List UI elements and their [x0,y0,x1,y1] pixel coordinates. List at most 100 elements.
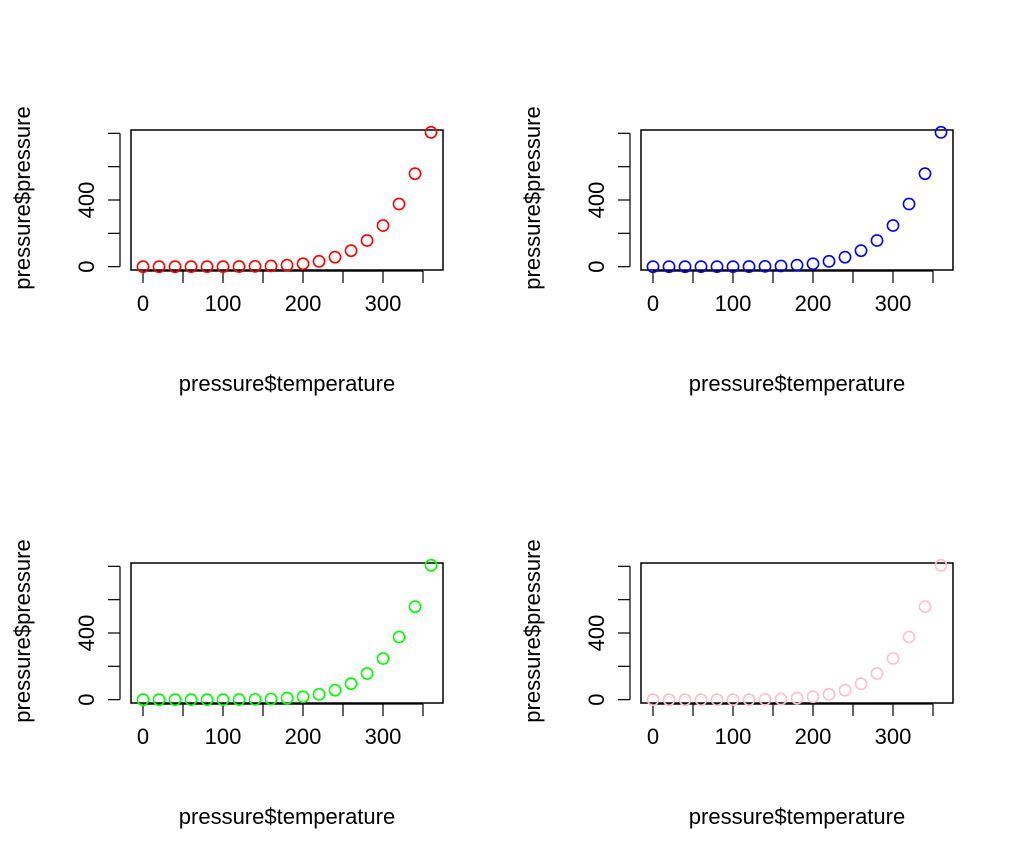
y-axis-title: pressure$pressure [10,539,35,722]
data-point [694,260,708,274]
data-point [248,259,262,273]
data-point [678,693,692,707]
x-tick-label: 200 [285,724,322,749]
y-tick-label: 400 [584,182,609,219]
data-point [886,219,900,232]
data-point [280,691,294,705]
data-point [854,677,868,691]
data-point [774,692,788,706]
data-point [232,693,246,706]
y-tick-label: 400 [74,615,99,652]
data-point [854,244,868,258]
x-tick-label: 300 [365,724,402,749]
data-point [360,234,374,247]
data-point [216,693,230,707]
data-point [296,690,310,704]
y-tick-label: 400 [584,615,609,652]
data-point [344,677,358,691]
data-point [742,260,756,273]
data-point [136,260,150,274]
x-axis-title: pressure$temperature [179,804,395,829]
plot-frame [640,129,954,271]
scatter-panel-1: 0 100 200 300 0 400 pressure$temperature pressu… [10,106,444,396]
data-point [152,260,166,274]
x-tick-label: 100 [715,724,752,749]
scatter-panel-4: 0 100 200 300 0 400 pressure$temperature pressu… [520,539,954,829]
x-tick-label: 0 [647,291,659,316]
data-point [424,558,438,572]
data-point [870,234,884,247]
data-point [312,254,326,268]
y-tick-label: 0 [584,261,609,273]
x-axis-title: pressure$temperature [689,804,905,829]
data-point [710,693,724,707]
data-point [678,260,692,274]
x-tick-label: 200 [795,291,832,316]
data-point [822,254,836,268]
data-point [184,693,198,707]
data-point [392,197,406,211]
data-point [902,630,916,644]
data-point [886,652,900,665]
scatter-panel-3: 0 100 200 300 0 400 pressure$temperature pressu… [10,539,444,829]
data-point [184,260,198,274]
data-point [726,693,740,707]
data-point [646,693,660,707]
x-tick-label: 200 [795,724,832,749]
plot-frame [640,562,954,704]
data-point [328,250,342,264]
x-axis-title: pressure$temperature [689,371,905,396]
y-tick-label: 0 [584,694,609,706]
plot-frame [130,562,444,704]
plot-frame [130,129,444,271]
data-point [312,687,326,701]
x-tick-label: 300 [875,724,912,749]
x-tick-label: 100 [715,291,752,316]
x-tick-label: 0 [137,724,149,749]
y-tick-label: 400 [74,182,99,219]
data-point [264,692,278,706]
data-point [774,259,788,273]
data-point [248,692,262,706]
data-point [424,125,438,139]
data-point [168,260,182,274]
data-point [726,260,740,274]
data-point [838,683,852,697]
x-tick-label: 200 [285,291,322,316]
x-tick-label: 100 [205,291,242,316]
data-point [662,260,676,274]
data-point [152,693,166,707]
data-point [264,259,278,273]
data-point [200,693,214,707]
data-point [646,260,660,274]
data-point [806,257,820,271]
data-point [344,244,358,258]
data-point [790,258,804,272]
x-tick-label: 100 [205,724,242,749]
data-point [376,652,390,665]
data-point [328,683,342,697]
data-point [232,260,246,273]
data-point [918,167,932,181]
data-point [790,691,804,705]
y-axis-title: pressure$pressure [10,106,35,289]
data-point [662,693,676,707]
data-point [216,260,230,274]
data-point [934,558,948,572]
data-point [838,250,852,264]
data-point [758,692,772,706]
data-point [870,667,884,680]
x-axis-title: pressure$temperature [179,371,395,396]
data-point [934,125,948,139]
data-point [136,693,150,707]
y-axis-title: pressure$pressure [520,539,545,722]
data-point [758,259,772,273]
data-point [280,258,294,272]
data-point [806,690,820,704]
x-tick-label: 300 [875,291,912,316]
y-tick-label: 0 [74,261,99,273]
x-tick-label: 0 [647,724,659,749]
data-point [392,630,406,644]
data-point [168,693,182,707]
